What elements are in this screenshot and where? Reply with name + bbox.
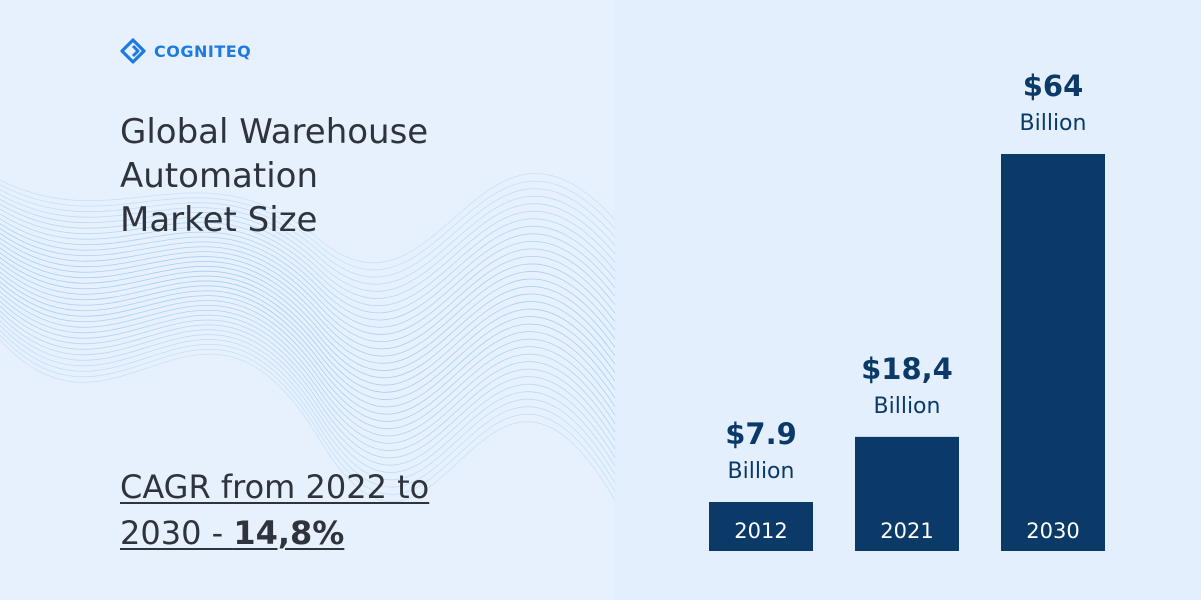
wave-line (0, 257, 615, 379)
wave-line (0, 262, 615, 386)
cagr-line-2-prefix: 2030 - (120, 514, 234, 552)
bar-value-label: $64 (1023, 69, 1084, 103)
bar-2030 (1001, 154, 1105, 551)
wave-line (0, 300, 615, 444)
wave-line (0, 223, 615, 328)
brand-logo: COGNITEQ (120, 38, 251, 64)
wave-line (0, 305, 615, 451)
wave-line (0, 310, 615, 459)
wave-line (0, 320, 615, 473)
wave-line (0, 334, 615, 495)
wave-line (0, 213, 615, 314)
wave-line (0, 276, 615, 408)
wave-line (0, 315, 615, 466)
wave-line (0, 228, 615, 335)
bar-2012 (709, 501, 813, 551)
bar-unit-label: Billion (874, 394, 941, 419)
wave-line (0, 330, 615, 488)
title-line-1: Global Warehouse (120, 112, 429, 152)
wave-line (0, 247, 615, 364)
page-title: Global Warehouse Automation Market Size (120, 110, 540, 242)
cagr-value: 14,8% (233, 514, 345, 552)
wave-line (0, 286, 615, 422)
wave-line (0, 180, 615, 271)
cagr-line-2: 2030 - 14,8% (120, 510, 429, 556)
market-size-bar-chart: 2012 Billion $7.9 2021 Billion $18,4 2030 Billi… (709, 69, 1105, 551)
wave-line (0, 188, 615, 278)
wave-line (0, 281, 615, 415)
wave-line (0, 242, 615, 357)
bar-value-label: $18,4 (861, 352, 953, 386)
wave-lines-decoration (0, 173, 615, 503)
bar-value-label: $7.9 (725, 417, 797, 451)
bar-unit-label: Billion (728, 459, 795, 484)
wave-line (0, 203, 615, 299)
wave-line (0, 237, 615, 350)
wave-line (0, 173, 615, 264)
title-line-2: Automation (120, 156, 319, 196)
wave-line (0, 208, 615, 306)
bar-category-label: 2030 (1026, 519, 1079, 543)
wave-line (0, 291, 615, 430)
title-line-3: Market Size (120, 200, 318, 240)
cagr-statement: CAGR from 2022 to 2030 - 14,8% (120, 464, 429, 556)
wave-line (0, 266, 615, 393)
cagr-line-1: CAGR from 2022 to (120, 468, 430, 506)
bar-category-label: 2021 (880, 519, 933, 543)
bar-category-label: 2012 (734, 519, 787, 543)
wave-line (0, 194, 615, 285)
cogniteq-logo-icon (120, 38, 146, 64)
wave-line (0, 233, 615, 343)
bar-unit-label: Billion (1020, 111, 1087, 136)
wave-line (0, 218, 615, 321)
wave-line (0, 199, 615, 292)
bar-2021 (855, 436, 959, 551)
wave-line (0, 271, 615, 400)
wave-line (0, 339, 615, 503)
brand-name: COGNITEQ (154, 41, 252, 61)
wave-line (0, 325, 615, 481)
wave-line (0, 252, 615, 371)
wave-line (0, 296, 615, 437)
